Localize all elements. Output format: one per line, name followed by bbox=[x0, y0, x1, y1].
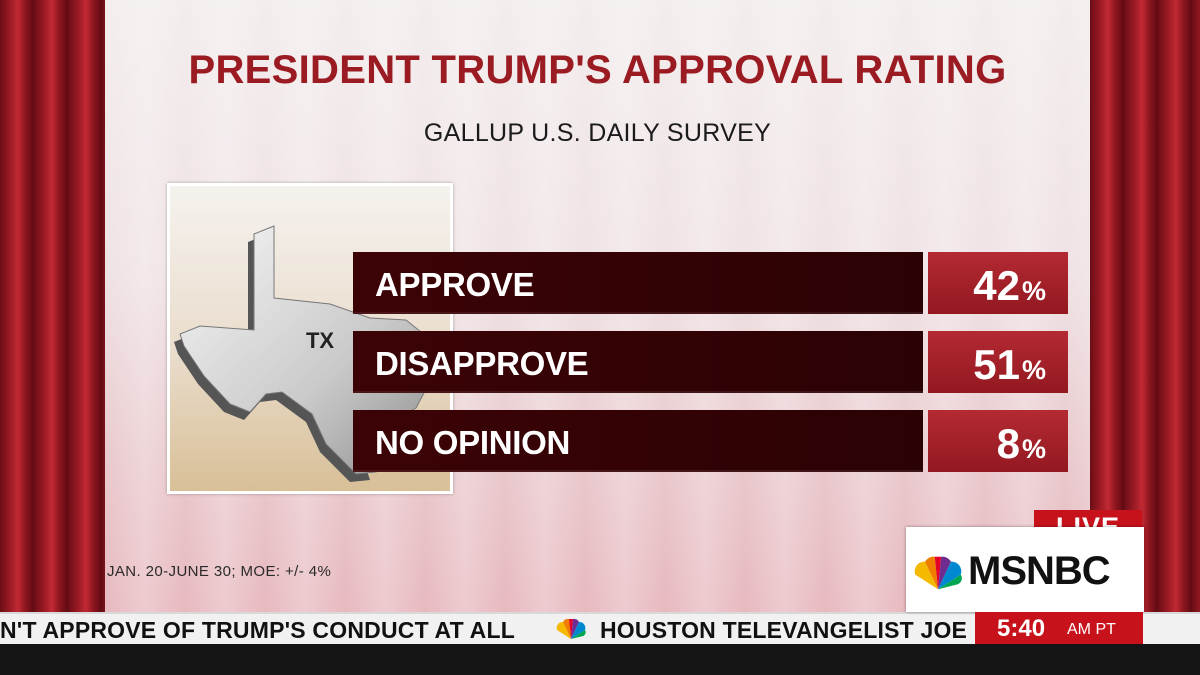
nbc-peacock-icon bbox=[556, 618, 586, 639]
bar-label: NO OPINION bbox=[375, 424, 571, 461]
bar-value: 51% bbox=[973, 341, 1046, 389]
lower-strip bbox=[0, 644, 1200, 675]
left-curtain bbox=[0, 0, 105, 675]
bar-value-box: 42% bbox=[928, 252, 1068, 314]
network-brand: MSNBC bbox=[968, 549, 1111, 593]
nbc-peacock-icon bbox=[914, 556, 962, 590]
bar-value: 42% bbox=[973, 262, 1046, 310]
ticker-text-right: HOUSTON TELEVANGELIST JOE bbox=[600, 617, 968, 643]
ticker-text-left: N'T APPROVE OF TRUMP'S CONDUCT AT ALL bbox=[0, 617, 515, 643]
bar-value-unit: % bbox=[1021, 434, 1046, 464]
bar-label-box: APPROVE bbox=[353, 252, 923, 314]
map-state-label: TX bbox=[306, 328, 334, 353]
graphic-board: PRESIDENT TRUMP'S APPROVAL RATING GALLUP… bbox=[105, 0, 1090, 612]
bar-value-box: 51% bbox=[928, 331, 1068, 393]
bar-value-number: 42 bbox=[973, 262, 1020, 309]
bar-label: APPROVE bbox=[375, 266, 535, 303]
bar-value-box: 8% bbox=[928, 410, 1068, 472]
chart-subtitle: GALLUP U.S. DAILY SURVEY bbox=[423, 119, 772, 147]
bar-value-number: 8 bbox=[996, 420, 1020, 467]
bar-value-number: 51 bbox=[973, 341, 1020, 388]
clock-ampm: AM PT bbox=[1067, 621, 1116, 638]
bar-value: 8% bbox=[997, 420, 1046, 468]
clock: 5:40 AM PT bbox=[975, 612, 1143, 644]
footnote: JAN. 20-JUNE 30; MOE: +/- 4% bbox=[107, 563, 332, 580]
chart-title: PRESIDENT TRUMP'S APPROVAL RATING bbox=[188, 48, 1007, 92]
bar-label-box: DISAPPROVE bbox=[353, 331, 923, 393]
clock-time: 5:40 bbox=[997, 615, 1046, 642]
network-logo: MSNBC bbox=[906, 527, 1144, 612]
bar-value-unit: % bbox=[1021, 276, 1046, 306]
bar-label: DISAPPROVE bbox=[375, 345, 589, 382]
bar-label-box: NO OPINION bbox=[353, 410, 923, 472]
bar-value-unit: % bbox=[1021, 355, 1046, 385]
